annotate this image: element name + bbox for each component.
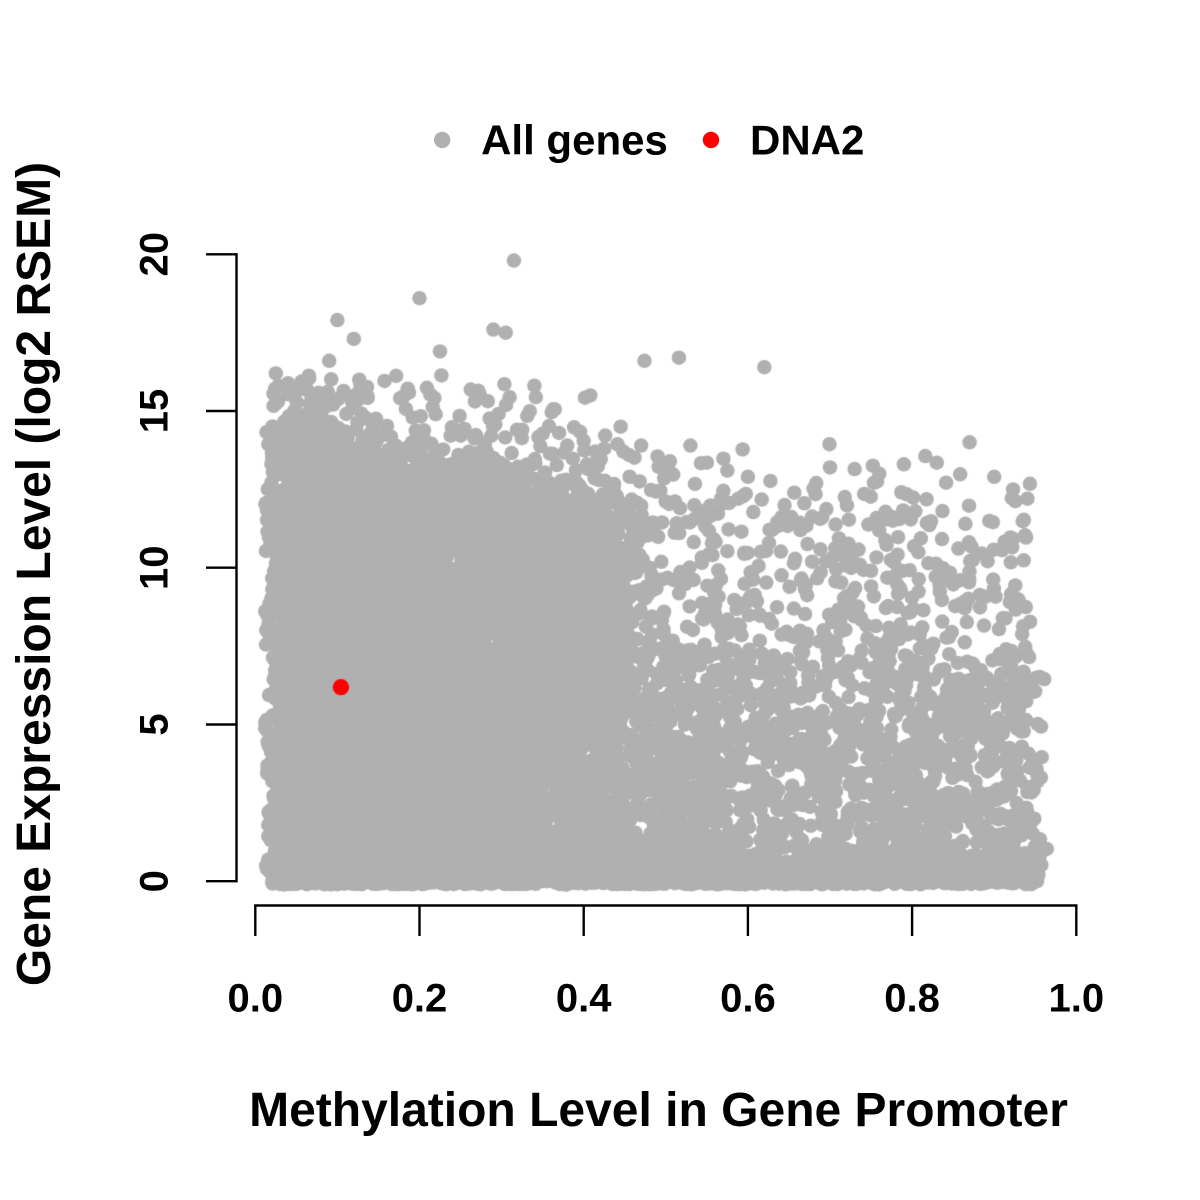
svg-text:DNA2: DNA2 [750, 116, 864, 163]
svg-text:Gene Expression Level (log2 RS: Gene Expression Level (log2 RSEM) [8, 162, 61, 986]
svg-text:15: 15 [133, 389, 177, 434]
svg-text:0.8: 0.8 [884, 977, 940, 1021]
svg-text:10: 10 [133, 545, 177, 590]
svg-text:0.6: 0.6 [720, 977, 776, 1021]
svg-text:0.4: 0.4 [556, 977, 612, 1021]
svg-text:All genes: All genes [481, 116, 668, 163]
svg-text:20: 20 [133, 232, 177, 276]
svg-text:0.0: 0.0 [227, 977, 283, 1021]
svg-text:Methylation Level in Gene Prom: Methylation Level in Gene Promoter [249, 1084, 1068, 1137]
svg-text:0: 0 [133, 870, 177, 892]
svg-text:0.2: 0.2 [392, 977, 448, 1021]
svg-text:1.0: 1.0 [1048, 977, 1104, 1021]
svg-text:5: 5 [133, 713, 177, 735]
